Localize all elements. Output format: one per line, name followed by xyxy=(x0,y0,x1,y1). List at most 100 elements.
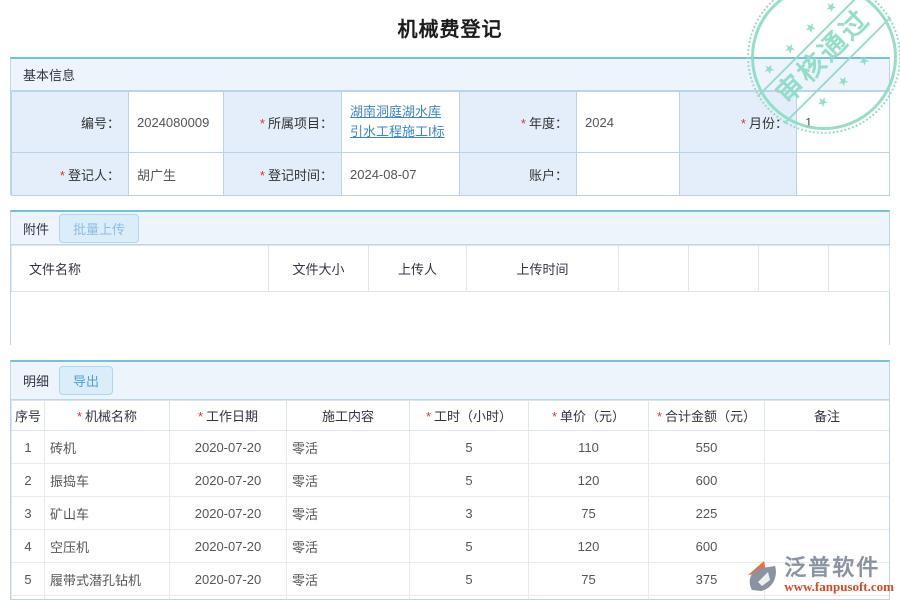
details-section: 明细 导出 序号 * 机械名称 * 工作日期 施工内容 * 工时（小时） * 单价（元）… xyxy=(10,360,890,600)
col-empty xyxy=(758,245,829,292)
register-time-value: 2024-08-07 xyxy=(341,152,460,196)
cell-remark xyxy=(764,529,889,563)
cell-total-amount: 600 xyxy=(648,529,765,563)
register-time-label: 登记时间： xyxy=(267,167,333,183)
cell-seq: 3 xyxy=(11,496,45,530)
cell-total-amount xyxy=(648,595,765,599)
cell-seq: 2 xyxy=(11,463,45,497)
brand-text: 泛普软件 www.fanpusoft.com xyxy=(784,557,894,595)
required-marker: * xyxy=(551,409,558,424)
brand-url: www.fanpusoft.com xyxy=(784,579,894,595)
col-upload-time: 上传时间 xyxy=(466,245,619,292)
cell-hours: 5 xyxy=(409,430,529,464)
col-unit-price-label: 单价（元） xyxy=(560,409,626,424)
cell-work-date: 2020-07-20 xyxy=(169,430,287,464)
attachments-empty-body xyxy=(11,292,889,346)
attachments-table: 文件名称 文件大小 上传人 上传时间 xyxy=(11,245,890,292)
cell-unit-price: 120 xyxy=(528,529,649,563)
table-row: 4 空压机 2020-07-20 零活 5 120 600 xyxy=(11,529,889,563)
cell-machine-name xyxy=(44,595,170,599)
account-label: 账户： xyxy=(528,167,568,183)
cell-machine-name: 矿山车 xyxy=(44,496,170,530)
attachments-section: 附件 批量上传 文件名称 文件大小 上传人 上传时间 xyxy=(10,210,890,346)
batch-upload-button[interactable]: 批量上传 xyxy=(59,213,140,243)
cell-work-date: 2020-07-20 xyxy=(169,529,287,563)
cell-remark xyxy=(764,595,889,599)
cell-work-content xyxy=(286,595,410,599)
col-work-content-label: 施工内容 xyxy=(321,409,374,424)
col-empty xyxy=(688,245,759,292)
cell-seq: 1 xyxy=(11,430,45,464)
col-file-name: 文件名称 xyxy=(11,245,269,292)
cell-hours: 5 xyxy=(409,529,529,563)
required-marker: * xyxy=(197,409,204,424)
basic-info-title: 基本信息 xyxy=(23,68,76,83)
col-work-date-label: 工作日期 xyxy=(206,409,259,424)
col-uploader: 上传人 xyxy=(368,245,467,292)
details-header-row: 序号 * 机械名称 * 工作日期 施工内容 * 工时（小时） * 单价（元） * 合计金额… xyxy=(11,400,889,431)
brand-logo: 泛普软件 www.fanpusoft.com xyxy=(744,557,894,595)
attachments-title: 附件 xyxy=(23,221,50,237)
table-row: 2 振捣车 2020-07-20 零活 5 120 600 xyxy=(11,463,889,497)
cell-remark xyxy=(764,430,889,464)
account-label-cell: 账户： xyxy=(459,152,577,196)
col-remark: 备注 xyxy=(764,400,889,431)
month-label-cell: * 月份： xyxy=(679,91,797,153)
cell-remark xyxy=(764,496,889,530)
col-file-size: 文件大小 xyxy=(268,245,369,292)
cell-work-date: 2020-07-20 xyxy=(169,496,287,530)
cell-hours: 5 xyxy=(409,562,529,596)
project-link[interactable]: 湖南洞庭湖水库引水工程施工I标 xyxy=(350,103,445,139)
required-marker: * xyxy=(59,167,65,183)
table-row: 1 砖机 2020-07-20 零活 5 110 550 xyxy=(11,430,889,464)
number-label-cell: 编号： xyxy=(11,91,129,153)
cell-machine-name: 振捣车 xyxy=(44,463,170,497)
year-label: 年度： xyxy=(528,115,568,131)
cell-hours xyxy=(409,595,529,599)
basic-info-row-2: * 登记人： 胡广生 * 登记时间： 2024-08-07 账户： xyxy=(11,152,890,196)
cell-seq xyxy=(11,595,45,599)
registrant-label-cell: * 登记人： xyxy=(11,152,129,196)
year-value: 2024 xyxy=(576,91,680,153)
col-unit-price: * 单价（元） xyxy=(528,400,649,431)
col-total-amount-label: 合计金额（元） xyxy=(665,409,757,424)
empty-label-cell xyxy=(679,152,797,196)
cell-hours: 3 xyxy=(409,496,529,530)
year-label-cell: * 年度： xyxy=(459,91,577,153)
cell-total-amount: 225 xyxy=(648,496,765,530)
brand-name: 泛普软件 xyxy=(784,555,881,581)
registrant-label: 登记人： xyxy=(67,167,120,183)
basic-info-header: 基本信息 xyxy=(11,59,889,91)
cell-work-content: 零活 xyxy=(286,562,410,596)
month-value: 1 xyxy=(796,91,890,153)
table-row xyxy=(11,595,889,599)
cell-work-content: 零活 xyxy=(286,496,410,530)
attachments-header: 附件 批量上传 xyxy=(11,212,889,245)
basic-info-row-1: 编号： 2024080009 * 所属项目： 湖南洞庭湖水库引水工程施工I标 * 年… xyxy=(11,91,890,153)
cell-hours: 5 xyxy=(409,463,529,497)
month-label: 月份： xyxy=(748,115,788,131)
cell-work-content: 零活 xyxy=(286,430,410,464)
cell-unit-price: 110 xyxy=(528,430,649,464)
number-value: 2024080009 xyxy=(128,91,224,153)
details-title: 明细 xyxy=(23,374,50,389)
cell-total-amount: 550 xyxy=(648,430,765,464)
export-button[interactable]: 导出 xyxy=(59,366,114,395)
cell-total-amount: 600 xyxy=(648,463,765,497)
required-marker: * xyxy=(520,115,526,131)
col-seq: 序号 xyxy=(11,400,45,431)
cell-work-content: 零活 xyxy=(286,529,410,563)
cell-seq: 5 xyxy=(11,562,45,596)
project-value-cell: 湖南洞庭湖水库引水工程施工I标 xyxy=(341,91,460,153)
required-marker: * xyxy=(425,409,432,424)
required-marker: * xyxy=(740,115,746,131)
register-time-label-cell: * 登记时间： xyxy=(223,152,342,196)
required-marker: * xyxy=(656,409,663,424)
required-marker: * xyxy=(259,167,265,183)
cell-unit-price xyxy=(528,595,649,599)
required-marker: * xyxy=(76,409,83,424)
col-empty xyxy=(828,245,890,292)
empty-value-cell xyxy=(796,152,890,196)
cell-machine-name: 空压机 xyxy=(44,529,170,563)
col-empty xyxy=(618,245,689,292)
